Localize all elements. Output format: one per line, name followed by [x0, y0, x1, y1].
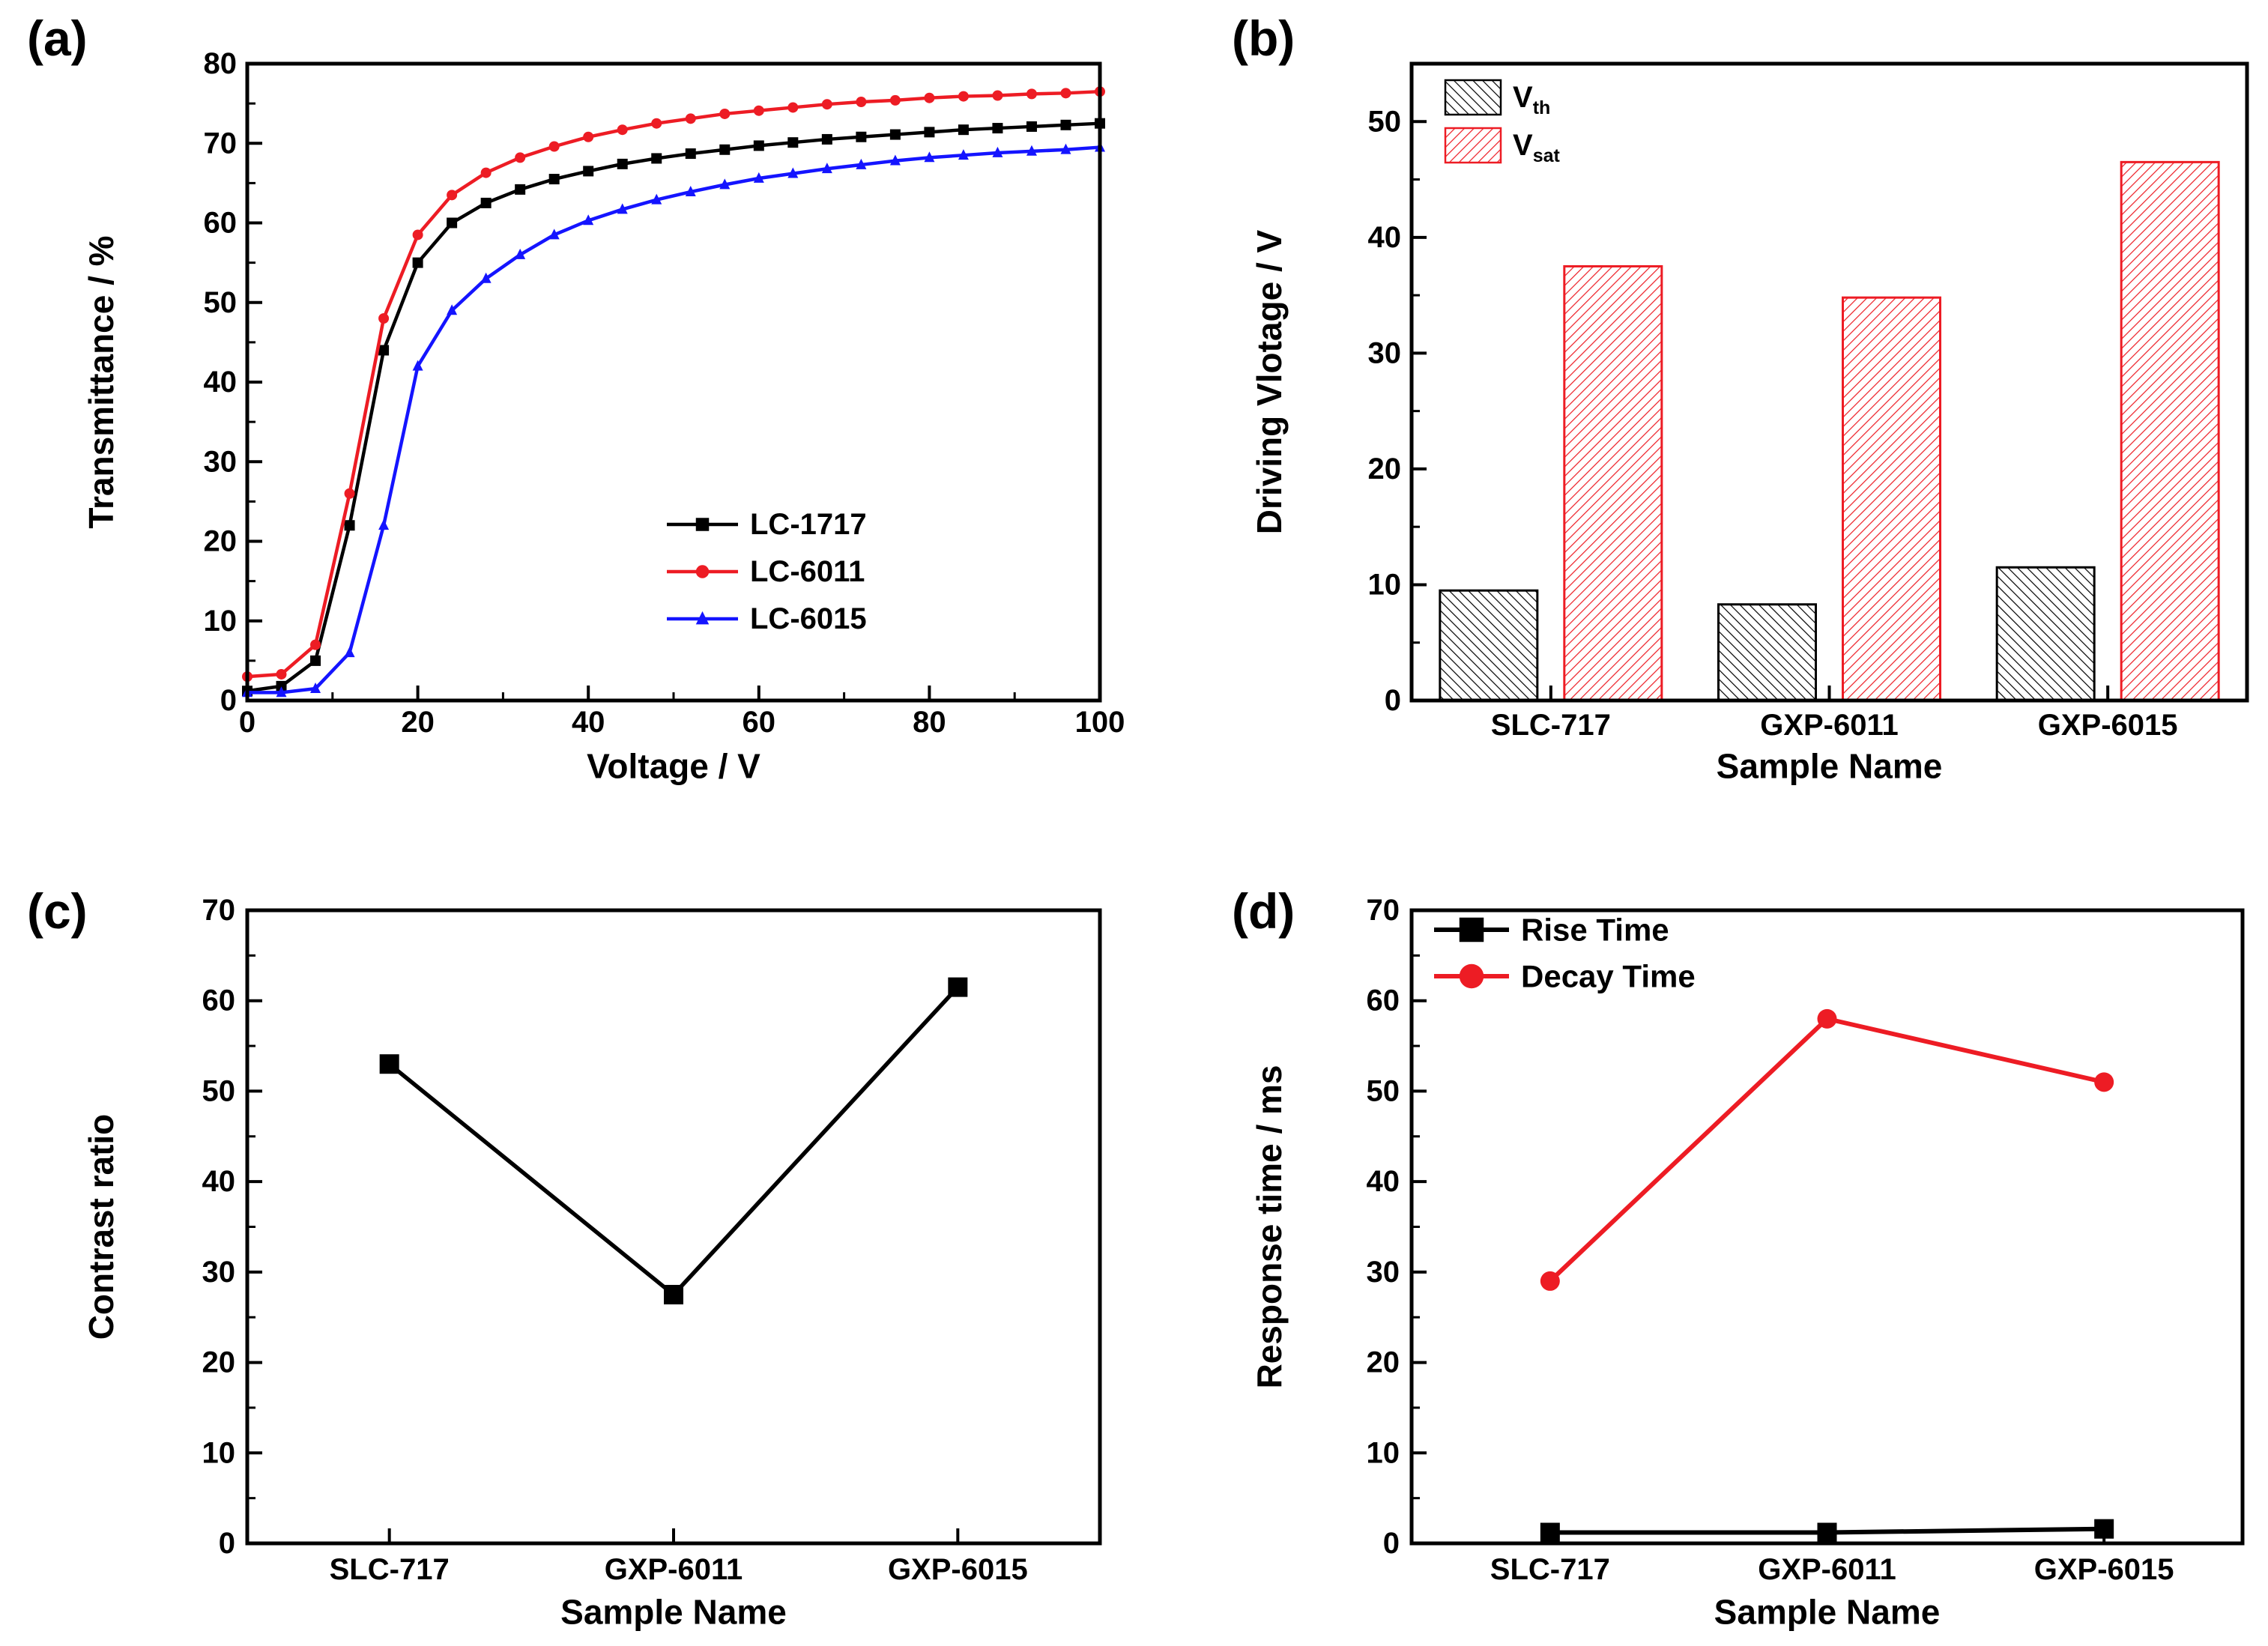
panel-a-transmittance-voltage: (a) 0 20 40 60 80 100 0 10 20 30 40 50 60 70 80 Voltage… — [0, 0, 1134, 823]
svg-text:60: 60 — [1367, 984, 1400, 1017]
svg-text:LC-6015: LC-6015 — [750, 602, 867, 635]
legend: Vth Vsat — [1444, 79, 1560, 166]
contrast-ratio-chart: SLC-717 GXP-6011 GXP-6015 0 10 20 30 40 50 60 70 Sa… — [82, 894, 1102, 1632]
svg-text:50: 50 — [1368, 105, 1402, 138]
panel-b-label: (b) — [1232, 10, 1295, 66]
svg-text:10: 10 — [204, 605, 238, 638]
driving-voltage-bar-chart: SLC-717 GXP-6011 GXP-6015 0 10 20 30 40 50 Sample… — [1250, 61, 2249, 786]
panel-d-label: (d) — [1232, 883, 1295, 939]
svg-text:GXP-6011: GXP-6011 — [1760, 709, 1899, 742]
svg-text:20: 20 — [401, 706, 435, 739]
svg-text:50: 50 — [202, 1074, 236, 1107]
svg-text:70: 70 — [204, 127, 238, 160]
svg-text:Voltage / V: Voltage / V — [587, 747, 760, 786]
svg-text:Decay Time: Decay Time — [1521, 959, 1696, 994]
transmittance-voltage-chart: 0 20 40 60 80 100 0 10 20 30 40 50 60 70 80 Voltage / V… — [82, 47, 1125, 786]
panel-c-label: (c) — [27, 883, 88, 939]
svg-text:LC-1717: LC-1717 — [750, 508, 867, 541]
svg-text:GXP-6011: GXP-6011 — [605, 1553, 743, 1586]
svg-text:10: 10 — [1367, 1436, 1400, 1469]
svg-text:GXP-6011: GXP-6011 — [1758, 1553, 1896, 1586]
svg-text:30: 30 — [1367, 1256, 1400, 1289]
svg-text:LC-6011: LC-6011 — [750, 555, 865, 588]
svg-text:Vsat: Vsat — [1513, 129, 1560, 166]
legend: Rise Time Decay Time — [1434, 913, 1696, 994]
svg-text:60: 60 — [202, 984, 236, 1017]
svg-text:SLC-717: SLC-717 — [1490, 1553, 1610, 1586]
svg-text:Sample Name: Sample Name — [1714, 1593, 1941, 1632]
svg-text:20: 20 — [1368, 453, 1402, 485]
axes: SLC-717 GXP-6011 GXP-6015 0 10 20 30 40 50 Sample… — [1250, 61, 2249, 786]
series-0 — [1439, 566, 2096, 702]
panel-b-driving-voltage-bars: (b) SLC-717 GXP-6011 GXP-6015 0 10 20 30 40 50 Sa… — [1134, 0, 2268, 823]
svg-text:30: 30 — [202, 1256, 236, 1289]
svg-text:10: 10 — [202, 1436, 236, 1469]
svg-text:80: 80 — [913, 706, 946, 739]
svg-text:0: 0 — [219, 1527, 235, 1560]
svg-text:GXP-6015: GXP-6015 — [2038, 709, 2178, 742]
panel-c-contrast-ratio: (c) SLC-717 GXP-6011 GXP-6015 0 10 20 30 40 50 60… — [0, 823, 1134, 1646]
series-1 — [1563, 160, 2220, 702]
svg-text:70: 70 — [202, 894, 236, 927]
svg-text:Response time / ms: Response time / ms — [1250, 1065, 1289, 1388]
panel-d-response-time: (d) SLC-717 GXP-6011 GXP-6015 0 10 20 30 40 50 60… — [1134, 823, 2268, 1646]
svg-text:60: 60 — [204, 207, 238, 240]
svg-text:20: 20 — [1367, 1346, 1400, 1379]
legend: LC-1717 LC-6011 LC-6015 — [667, 508, 867, 635]
svg-text:40: 40 — [1368, 221, 1402, 254]
svg-text:SLC-717: SLC-717 — [1491, 709, 1611, 742]
svg-text:0: 0 — [1383, 1527, 1400, 1560]
svg-text:20: 20 — [202, 1346, 236, 1379]
series-1 — [1540, 1008, 2114, 1291]
svg-text:Contrast ratio: Contrast ratio — [82, 1114, 121, 1340]
svg-text:0: 0 — [220, 684, 237, 717]
response-time-chart: SLC-717 GXP-6011 GXP-6015 0 10 20 30 40 50 60 70 Sa… — [1250, 894, 2245, 1632]
series-layer — [242, 86, 1105, 698]
svg-text:40: 40 — [202, 1165, 236, 1198]
svg-text:SLC-717: SLC-717 — [330, 1553, 450, 1586]
svg-text:80: 80 — [204, 47, 238, 80]
svg-text:100: 100 — [1075, 706, 1125, 739]
svg-text:50: 50 — [1367, 1074, 1400, 1107]
svg-text:0: 0 — [1385, 684, 1401, 717]
svg-text:Vth: Vth — [1513, 81, 1550, 118]
svg-text:Sample Name: Sample Name — [560, 1593, 787, 1632]
series-0 — [242, 118, 1105, 697]
series-layer — [379, 977, 968, 1305]
svg-text:Transmittance / %: Transmittance / % — [82, 235, 121, 528]
svg-text:40: 40 — [1367, 1165, 1400, 1198]
svg-text:GXP-6015: GXP-6015 — [888, 1553, 1028, 1586]
svg-text:40: 40 — [204, 366, 238, 399]
svg-text:10: 10 — [1368, 568, 1402, 601]
axes: SLC-717 GXP-6011 GXP-6015 0 10 20 30 40 50 60 70 Sa… — [82, 894, 1102, 1632]
panel-a-label: (a) — [27, 10, 88, 66]
svg-text:60: 60 — [743, 706, 776, 739]
svg-text:50: 50 — [204, 286, 238, 319]
series-layer — [1540, 1008, 2114, 1543]
svg-text:20: 20 — [204, 525, 238, 558]
svg-text:30: 30 — [1368, 336, 1402, 369]
svg-text:Driving Vlotage / V: Driving Vlotage / V — [1250, 229, 1289, 534]
svg-text:Sample Name: Sample Name — [1717, 747, 1943, 786]
svg-text:GXP-6015: GXP-6015 — [2034, 1553, 2174, 1586]
svg-text:70: 70 — [1367, 894, 1400, 927]
svg-text:0: 0 — [239, 706, 255, 739]
axes: SLC-717 GXP-6011 GXP-6015 0 10 20 30 40 50 60 70 Sa… — [1250, 894, 2245, 1632]
series-0 — [379, 977, 968, 1305]
svg-text:30: 30 — [204, 445, 238, 478]
svg-text:40: 40 — [572, 706, 605, 739]
axes: 0 20 40 60 80 100 0 10 20 30 40 50 60 70 80 Voltage / V… — [82, 47, 1125, 786]
series-1 — [242, 86, 1105, 683]
series-layer — [1439, 160, 2220, 702]
svg-text:Rise Time: Rise Time — [1521, 913, 1669, 948]
